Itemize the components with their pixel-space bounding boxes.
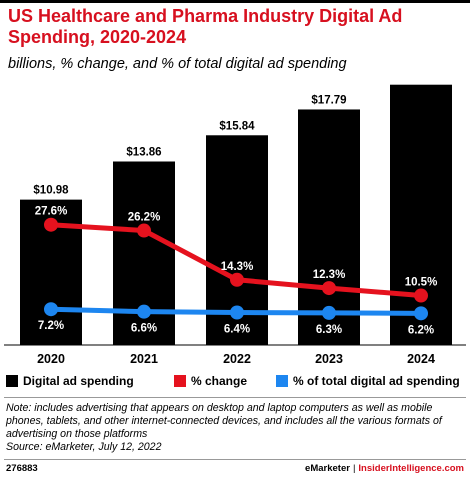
source-text: Source: eMarketer, July 12, 2022	[6, 441, 162, 453]
share-label-2020: 7.2%	[38, 320, 64, 332]
legend-item-change: % change	[174, 374, 247, 388]
legend-label-spending: Digital ad spending	[23, 374, 134, 388]
brand-emarketer: eMarketer	[305, 463, 350, 474]
legend-item-spending: Digital ad spending	[6, 374, 134, 388]
change-label-2024: 10.5%	[405, 277, 438, 289]
change-point-2023	[322, 281, 336, 296]
legend-swatch-spending	[6, 375, 18, 387]
brand: eMarketer | InsiderIntelligence.com	[305, 463, 464, 474]
share-point-2021	[137, 304, 151, 319]
bar-label-2021: $13.86	[126, 146, 161, 158]
bar-2024	[390, 84, 452, 345]
share-label-2024: 6.2%	[408, 324, 434, 336]
brand-separator: |	[352, 463, 356, 474]
legend-swatch-change	[174, 375, 186, 387]
change-point-2021	[137, 223, 151, 238]
chart-id: 276883	[6, 463, 38, 474]
legend-item-share: % of total digital ad spending	[276, 374, 460, 388]
share-label-2023: 6.3%	[316, 324, 342, 336]
change-label-2020: 27.6%	[35, 206, 68, 218]
bar-label-2023: $17.79	[311, 94, 346, 106]
share-point-2022	[230, 305, 244, 320]
chart-subtitle: billions, % change, and % of total digit…	[8, 56, 347, 72]
legend-label-share: % of total digital ad spending	[293, 374, 460, 388]
note: Note: includes advertising that appears …	[6, 402, 466, 454]
x-tick-2022: 2022	[223, 352, 251, 366]
change-label-2021: 26.2%	[128, 212, 161, 224]
x-tick-2021: 2021	[130, 352, 158, 366]
share-label-2022: 6.4%	[224, 324, 250, 336]
chart-title: US Healthcare and Pharma Industry Digita…	[8, 6, 403, 47]
chart: $10.98$13.86$15.84$17.79$19.6627.6%26.2%…	[4, 84, 466, 366]
bar-label-2020: $10.98	[33, 185, 69, 197]
top-rule	[0, 0, 470, 3]
bar-label-2022: $15.84	[219, 120, 255, 132]
legend-swatch-share	[276, 375, 288, 387]
change-label-2023: 12.3%	[313, 269, 346, 281]
legend: Digital ad spending % change % of total …	[6, 374, 466, 392]
change-point-2022	[230, 272, 244, 287]
change-point-2020	[44, 217, 58, 232]
brand-insider: InsiderIntelligence.com	[358, 463, 464, 474]
x-tick-2020: 2020	[37, 352, 65, 366]
share-label-2021: 6.6%	[131, 323, 157, 335]
change-point-2024	[414, 288, 428, 303]
change-label-2022: 14.3%	[221, 261, 254, 273]
share-point-2020	[44, 302, 58, 317]
x-tick-2023: 2023	[315, 352, 343, 366]
legend-label-change: % change	[191, 374, 248, 388]
share-point-2023	[322, 305, 336, 320]
share-point-2024	[414, 306, 428, 321]
bar-2023	[298, 109, 360, 345]
divider-bottom	[4, 459, 466, 460]
note-text: Note: includes advertising that appears …	[6, 402, 442, 440]
divider-top	[4, 397, 466, 398]
x-tick-2024: 2024	[407, 352, 435, 366]
